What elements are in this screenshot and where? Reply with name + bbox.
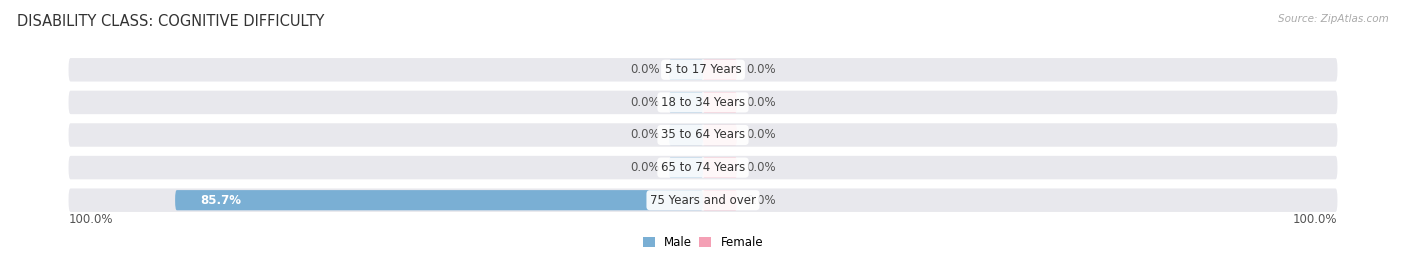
FancyBboxPatch shape — [703, 157, 737, 178]
Text: 0.0%: 0.0% — [747, 63, 776, 76]
FancyBboxPatch shape — [703, 190, 737, 210]
FancyBboxPatch shape — [703, 125, 737, 145]
Text: DISABILITY CLASS: COGNITIVE DIFFICULTY: DISABILITY CLASS: COGNITIVE DIFFICULTY — [17, 14, 325, 29]
Text: 0.0%: 0.0% — [630, 161, 659, 174]
FancyBboxPatch shape — [669, 92, 703, 113]
FancyBboxPatch shape — [703, 92, 737, 113]
Text: 75 Years and over: 75 Years and over — [650, 194, 756, 207]
FancyBboxPatch shape — [669, 60, 703, 80]
FancyBboxPatch shape — [669, 157, 703, 178]
Text: 0.0%: 0.0% — [630, 129, 659, 141]
Text: 65 to 74 Years: 65 to 74 Years — [661, 161, 745, 174]
Text: 0.0%: 0.0% — [747, 129, 776, 141]
Text: 85.7%: 85.7% — [200, 194, 240, 207]
Text: 0.0%: 0.0% — [747, 161, 776, 174]
FancyBboxPatch shape — [703, 60, 737, 80]
Text: 18 to 34 Years: 18 to 34 Years — [661, 96, 745, 109]
Legend: Male, Female: Male, Female — [638, 231, 768, 254]
Text: 0.0%: 0.0% — [630, 96, 659, 109]
FancyBboxPatch shape — [69, 156, 1337, 179]
Text: 35 to 64 Years: 35 to 64 Years — [661, 129, 745, 141]
Text: 0.0%: 0.0% — [630, 63, 659, 76]
FancyBboxPatch shape — [69, 123, 1337, 147]
Text: 100.0%: 100.0% — [69, 212, 112, 226]
Text: Source: ZipAtlas.com: Source: ZipAtlas.com — [1278, 14, 1389, 23]
FancyBboxPatch shape — [69, 188, 1337, 212]
FancyBboxPatch shape — [176, 190, 703, 210]
Text: 0.0%: 0.0% — [747, 96, 776, 109]
FancyBboxPatch shape — [669, 125, 703, 145]
Text: 100.0%: 100.0% — [1294, 212, 1337, 226]
Text: 5 to 17 Years: 5 to 17 Years — [665, 63, 741, 76]
Text: 0.0%: 0.0% — [747, 194, 776, 207]
FancyBboxPatch shape — [69, 58, 1337, 82]
FancyBboxPatch shape — [69, 91, 1337, 114]
